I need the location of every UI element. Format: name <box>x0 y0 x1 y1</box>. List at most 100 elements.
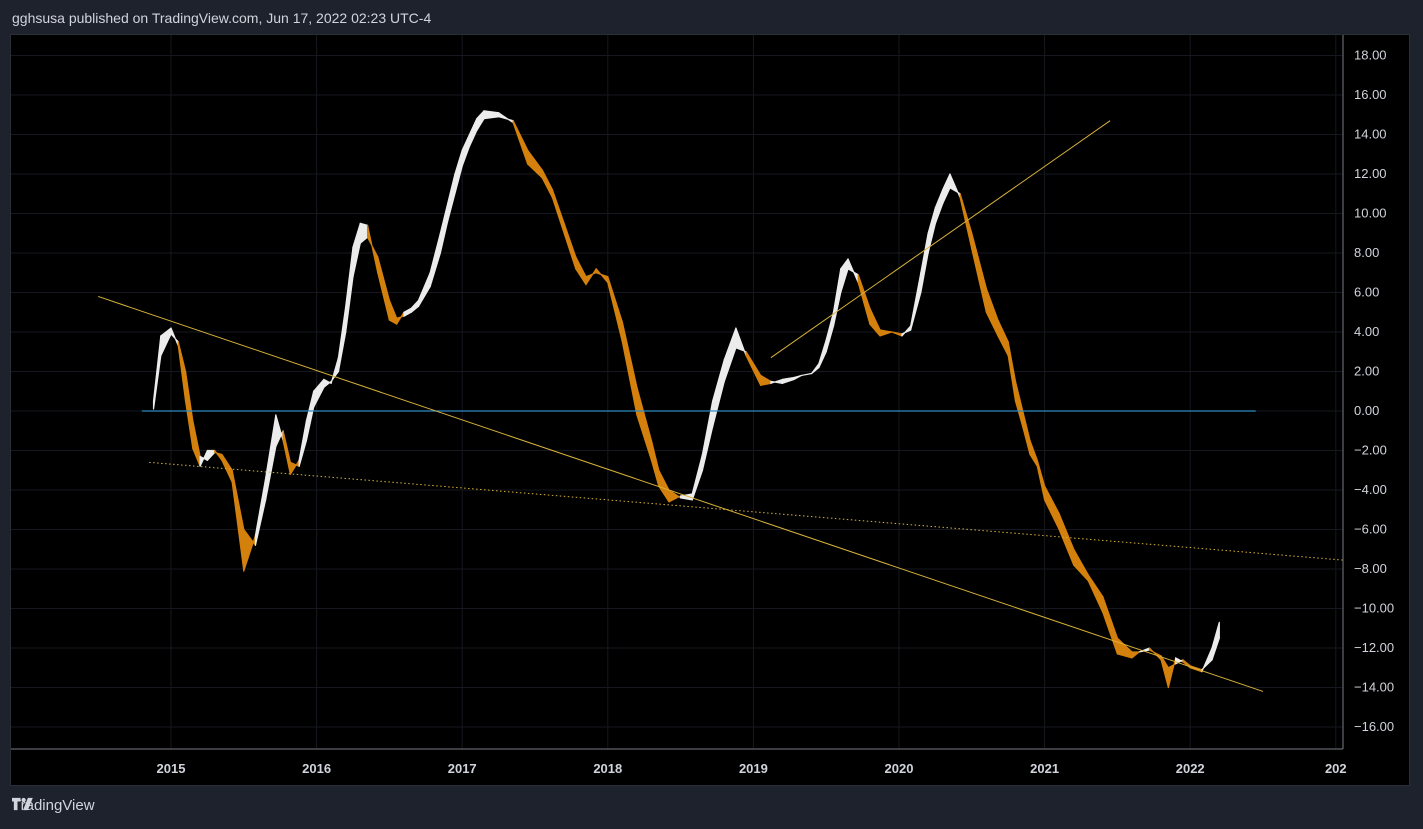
band-segment-down <box>879 329 893 337</box>
band-segment-up <box>832 268 842 327</box>
band-segment-up <box>447 173 456 222</box>
x-tick-label: 2020 <box>885 761 914 776</box>
band-segment-up <box>723 327 737 382</box>
y-tick-label: 2.00 <box>1354 364 1379 379</box>
x-tick-label: 202 <box>1325 761 1347 776</box>
grid-lines <box>11 35 1343 749</box>
band-segment-up <box>206 449 216 461</box>
x-tick-label: 2016 <box>302 761 331 776</box>
band-segment-down <box>658 469 670 503</box>
band-segment-down <box>1131 651 1140 659</box>
band-segment-up <box>781 376 795 384</box>
band-segment-up <box>793 374 803 380</box>
band-segment-up <box>934 189 944 224</box>
band-segment-up <box>818 339 827 369</box>
band-segment-down <box>575 256 587 286</box>
band-segment-down <box>650 440 660 487</box>
band-segment-up <box>920 232 929 294</box>
band-segment-down <box>282 430 291 475</box>
band-segment-up <box>345 246 354 333</box>
band-segment-up <box>461 133 471 167</box>
band-segment-up <box>199 449 208 467</box>
band-segment-up <box>691 453 704 501</box>
x-tick-label: 2022 <box>1176 761 1205 776</box>
x-tick-label: 2018 <box>593 761 622 776</box>
band-segment-down <box>1102 596 1119 655</box>
band-segment-up <box>770 378 784 384</box>
y-tick-label: 4.00 <box>1354 324 1379 339</box>
band-segment-up <box>942 173 951 205</box>
trendline-dotted <box>149 461 1380 564</box>
band-segment-up <box>429 232 441 288</box>
y-tick-label: −6.00 <box>1354 522 1387 537</box>
band-segment-down <box>857 274 871 325</box>
band-segment-down <box>1036 459 1046 501</box>
band-segment-up <box>476 110 485 132</box>
y-tick-label: −2.00 <box>1354 443 1387 458</box>
band-segment-down <box>366 224 379 274</box>
band-segment-up <box>800 372 813 377</box>
y-tick-label: −10.00 <box>1354 601 1394 616</box>
band-segment-down <box>243 528 257 572</box>
band-segment-up <box>359 222 369 244</box>
x-tick-label: 2015 <box>157 761 186 776</box>
oscillator-chart[interactable]: 18.00 16.00 14.00 12.00 10.00 8.00 6.00 4.00 2.0… <box>11 35 1409 785</box>
band-segment-down <box>192 420 201 467</box>
band-segment-up <box>410 299 420 313</box>
band-segment-down <box>377 256 390 321</box>
band-segment-up <box>949 173 961 199</box>
y-tick-label: 10.00 <box>1354 206 1387 221</box>
band-segment-down <box>1022 410 1031 456</box>
band-segment-down <box>231 469 245 572</box>
y-tick-label: 18.00 <box>1354 48 1387 63</box>
band-segment-up <box>1201 647 1213 673</box>
band-segment-down <box>1160 655 1169 689</box>
band-segment-down <box>891 331 903 337</box>
band-segment-up <box>927 206 937 254</box>
band-segment-up <box>439 203 449 254</box>
band-segment-down <box>1167 657 1177 689</box>
band-segment-up <box>152 335 162 410</box>
band-segment-up <box>847 258 859 284</box>
x-tick-label: 2017 <box>448 761 477 776</box>
band-segment-up <box>454 149 463 195</box>
band-segment-up <box>254 477 267 546</box>
y-tick-label: 8.00 <box>1354 245 1379 260</box>
band-segment-up <box>403 307 412 317</box>
trendline-solid <box>98 295 1264 692</box>
band-segment-down <box>971 232 987 313</box>
band-segment-up <box>1211 621 1220 661</box>
band-segment-down <box>221 453 233 483</box>
band-segment-down <box>1043 485 1060 531</box>
y-tick-label: −14.00 <box>1354 680 1394 695</box>
band-segment-up <box>840 258 849 294</box>
band-segment-down <box>1073 548 1089 582</box>
band-segment-up <box>901 325 912 337</box>
band-segment-down <box>512 120 529 165</box>
band-segment-up <box>417 272 431 307</box>
y-tick-label: −16.00 <box>1354 719 1394 734</box>
y-tick-label: 12.00 <box>1354 166 1387 181</box>
band-segment-up <box>498 112 514 124</box>
band-segment-down <box>289 459 300 475</box>
x-tick-label: 2019 <box>739 761 768 776</box>
axes: 18.00 16.00 14.00 12.00 10.00 8.00 6.00 4.00 2.0… <box>11 35 1409 785</box>
band-segment-up <box>265 414 277 501</box>
band-segment-down <box>595 268 609 284</box>
x-tick-label: 2021 <box>1030 761 1059 776</box>
band-segment-down <box>997 319 1009 357</box>
chart-panel[interactable]: 18.00 16.00 14.00 12.00 10.00 8.00 6.00 4.00 2.0… <box>10 34 1410 786</box>
band-segment-up <box>712 359 725 428</box>
price-axis-panel <box>1343 35 1409 785</box>
band-segment-up <box>352 222 361 278</box>
y-tick-label: 14.00 <box>1354 127 1387 142</box>
band-segment-up <box>910 272 922 331</box>
band-segment-down <box>551 189 565 234</box>
y-tick-label: −8.00 <box>1354 561 1387 576</box>
footer-brand[interactable]: TradingView <box>12 797 95 814</box>
band-segment-up <box>330 357 340 384</box>
band-segment-down <box>760 374 772 386</box>
band-segment-down <box>388 299 398 325</box>
y-tick-label: 6.00 <box>1354 285 1379 300</box>
band-segment-up <box>313 378 325 408</box>
